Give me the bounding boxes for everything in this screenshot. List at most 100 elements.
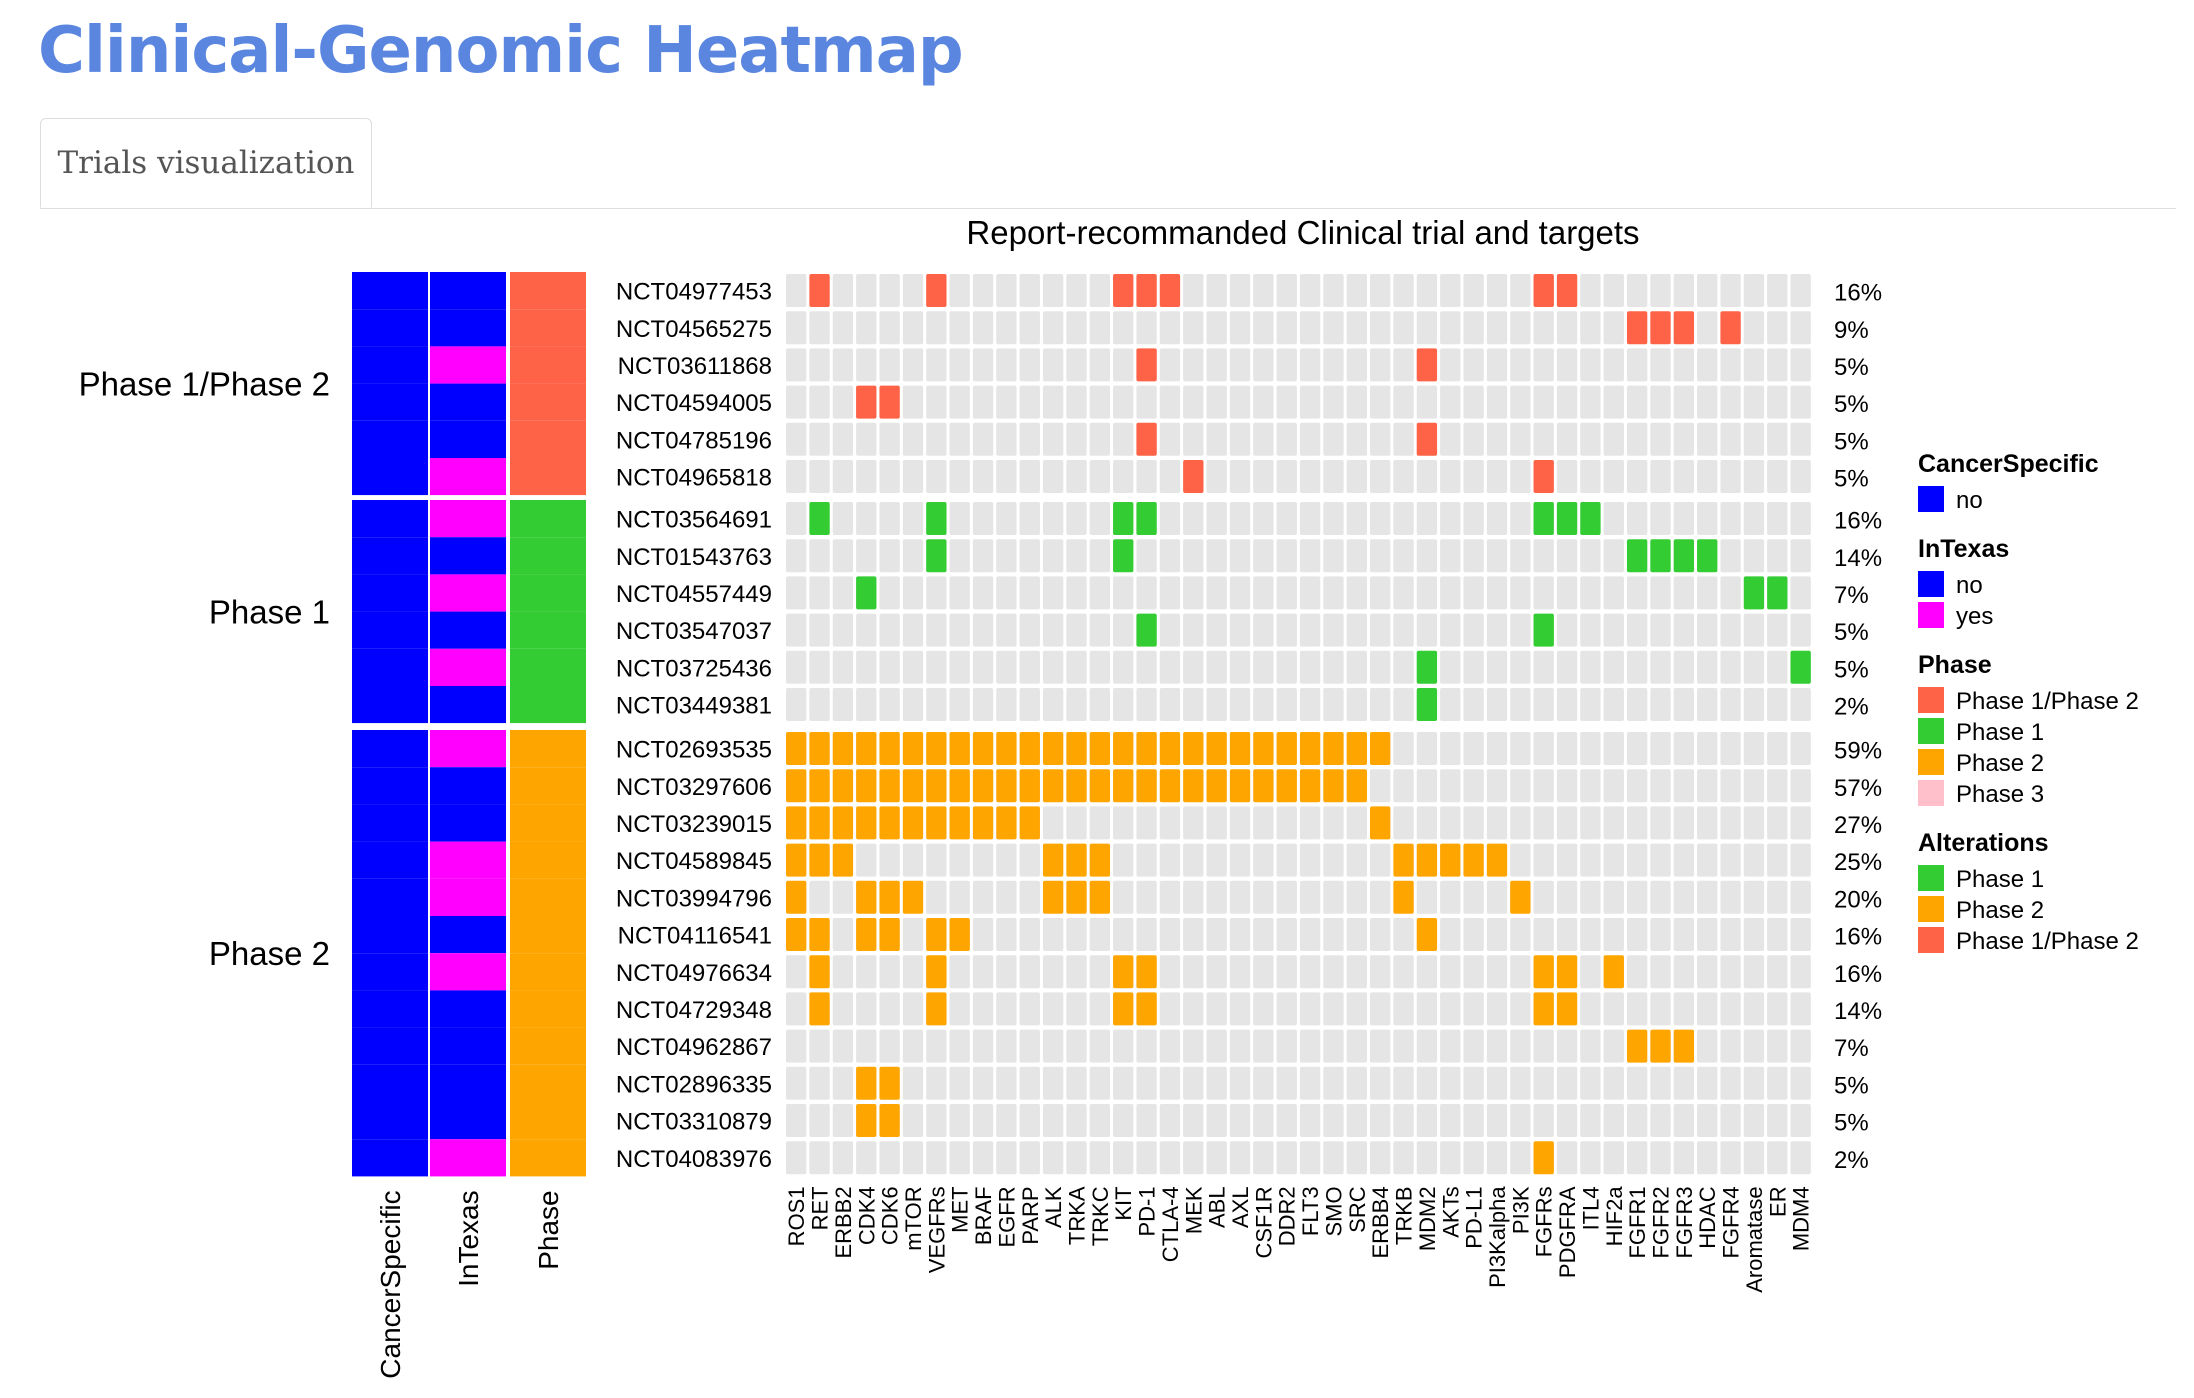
heatmap-cell <box>1229 769 1251 803</box>
heatmap-cell <box>1370 769 1391 803</box>
target-label: ROS1 <box>784 1186 809 1246</box>
heatmap-cell <box>996 460 1017 493</box>
heatmap-cell <box>1790 918 1811 951</box>
heatmap-cell <box>856 650 877 684</box>
heatmap-cell <box>972 955 994 989</box>
heatmap-cell <box>1603 539 1624 573</box>
heatmap-cell <box>1019 688 1040 721</box>
legend-swatch <box>1918 865 1944 891</box>
heatmap-cell <box>1370 1141 1391 1175</box>
anno-phase-cell <box>510 1102 586 1140</box>
heatmap-cell <box>1486 806 1508 840</box>
trial-percent: 5% <box>1834 1110 1869 1137</box>
heatmap-cell <box>1697 274 1718 307</box>
heatmap-cell <box>1603 385 1624 419</box>
heatmap-cell <box>1580 843 1601 877</box>
heatmap-cell <box>1229 806 1251 840</box>
heatmap-cell <box>1743 460 1765 493</box>
heatmap-cell <box>1323 348 1344 382</box>
heatmap-cell <box>1346 1104 1367 1137</box>
heatmap-cell <box>1650 806 1671 840</box>
heatmap-cell <box>1323 918 1344 951</box>
heatmap-cell <box>902 539 924 573</box>
heatmap-cell <box>1463 613 1484 647</box>
heatmap-cell <box>1463 539 1484 573</box>
heatmap-cell <box>1276 806 1297 840</box>
heatmap-cell <box>1159 539 1181 573</box>
heatmap-cell <box>1066 460 1087 493</box>
heatmap-cell <box>1533 539 1554 573</box>
heatmap-cell <box>1323 613 1344 647</box>
tab-trials-visualization[interactable]: Trials visualization <box>40 118 372 208</box>
heatmap-cell <box>1790 348 1811 382</box>
heatmap-cell <box>1206 422 1227 456</box>
heatmap-cell <box>1370 576 1391 610</box>
anno-intexas-cell <box>430 916 506 954</box>
heatmap-cell <box>1206 1104 1227 1137</box>
heatmap-cell <box>1720 348 1741 382</box>
heatmap-cell <box>1556 385 1578 419</box>
heatmap-cell <box>832 274 854 307</box>
heatmap-cell <box>856 385 877 419</box>
heatmap-cell <box>1019 732 1040 765</box>
anno-intexas-cell <box>430 1102 506 1140</box>
heatmap-cell <box>1299 1104 1321 1137</box>
heatmap-cell <box>1510 274 1531 307</box>
heatmap-cell <box>1183 311 1204 345</box>
heatmap-cell <box>1486 1066 1508 1100</box>
anno-intexas-cell <box>430 309 506 347</box>
heatmap-cell <box>1510 688 1531 721</box>
target-label: PARP <box>1018 1186 1043 1244</box>
heatmap-cell <box>1370 1029 1391 1063</box>
heatmap-cell <box>1533 650 1554 684</box>
heatmap-cell <box>1790 992 1811 1026</box>
heatmap-cell <box>1603 843 1624 877</box>
anno-phase-cell <box>510 1139 586 1177</box>
heatmap-cell <box>1626 539 1648 573</box>
heatmap-cell <box>996 502 1017 535</box>
anno-phase-cell <box>510 537 586 575</box>
heatmap-cell <box>1743 650 1765 684</box>
heatmap-cell <box>1276 918 1297 951</box>
target-label: KIT <box>1111 1186 1136 1220</box>
heatmap-cell <box>972 460 994 493</box>
trial-label: NCT04729348 <box>616 997 772 1024</box>
heatmap-cell <box>1183 576 1204 610</box>
heatmap-cell <box>1370 955 1391 989</box>
heatmap-cell <box>1440 422 1461 456</box>
heatmap-cell <box>1486 613 1508 647</box>
heatmap-cell <box>1463 1141 1484 1175</box>
heatmap-cell <box>1206 1029 1227 1063</box>
heatmap-cell <box>949 539 970 573</box>
heatmap-cell <box>1113 422 1134 456</box>
heatmap-cell <box>1393 1066 1414 1100</box>
heatmap-cell <box>996 806 1017 840</box>
heatmap-cell <box>1089 274 1111 307</box>
target-label: HIF2a <box>1602 1186 1627 1247</box>
heatmap-cell <box>1533 348 1554 382</box>
heatmap-cell <box>786 348 807 382</box>
heatmap-cell <box>1603 348 1624 382</box>
heatmap-cell <box>1603 688 1624 721</box>
target-label: PI3K <box>1508 1186 1533 1234</box>
trial-percent: 59% <box>1834 738 1882 765</box>
heatmap-cell <box>1276 1141 1297 1175</box>
heatmap-cell <box>1393 955 1414 989</box>
heatmap-cell <box>1206 806 1227 840</box>
anno-intexas-cell <box>430 420 506 458</box>
heatmap-cell <box>1580 274 1601 307</box>
legend-swatch <box>1918 749 1944 775</box>
heatmap-cell <box>1463 769 1484 803</box>
heatmap-cell <box>1743 732 1765 765</box>
heatmap-cell <box>1510 650 1531 684</box>
heatmap-cell <box>1229 576 1251 610</box>
heatmap-cell <box>1136 650 1157 684</box>
anno-phase-cell <box>510 953 586 991</box>
target-label: ALK <box>1041 1186 1066 1228</box>
heatmap-cell <box>832 422 854 456</box>
heatmap-cell <box>1790 880 1811 914</box>
heatmap-cell <box>1370 1066 1391 1100</box>
heatmap-cell <box>1463 732 1484 765</box>
trial-label: NCT04116541 <box>618 923 772 950</box>
anno-phase-cell <box>510 420 586 458</box>
